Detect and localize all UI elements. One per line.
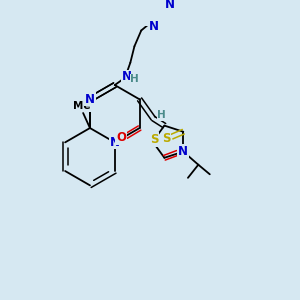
- Text: S: S: [162, 131, 171, 145]
- Text: N: N: [148, 20, 159, 33]
- Text: N: N: [85, 93, 95, 106]
- Text: Me: Me: [73, 101, 91, 111]
- Text: N: N: [178, 145, 188, 158]
- Text: H: H: [157, 110, 166, 120]
- Text: H: H: [130, 74, 139, 84]
- Text: O: O: [116, 131, 126, 144]
- Text: N: N: [110, 136, 120, 149]
- Text: S: S: [150, 133, 158, 146]
- Text: N: N: [122, 70, 132, 83]
- Text: N: N: [164, 0, 174, 11]
- Text: O: O: [178, 145, 188, 158]
